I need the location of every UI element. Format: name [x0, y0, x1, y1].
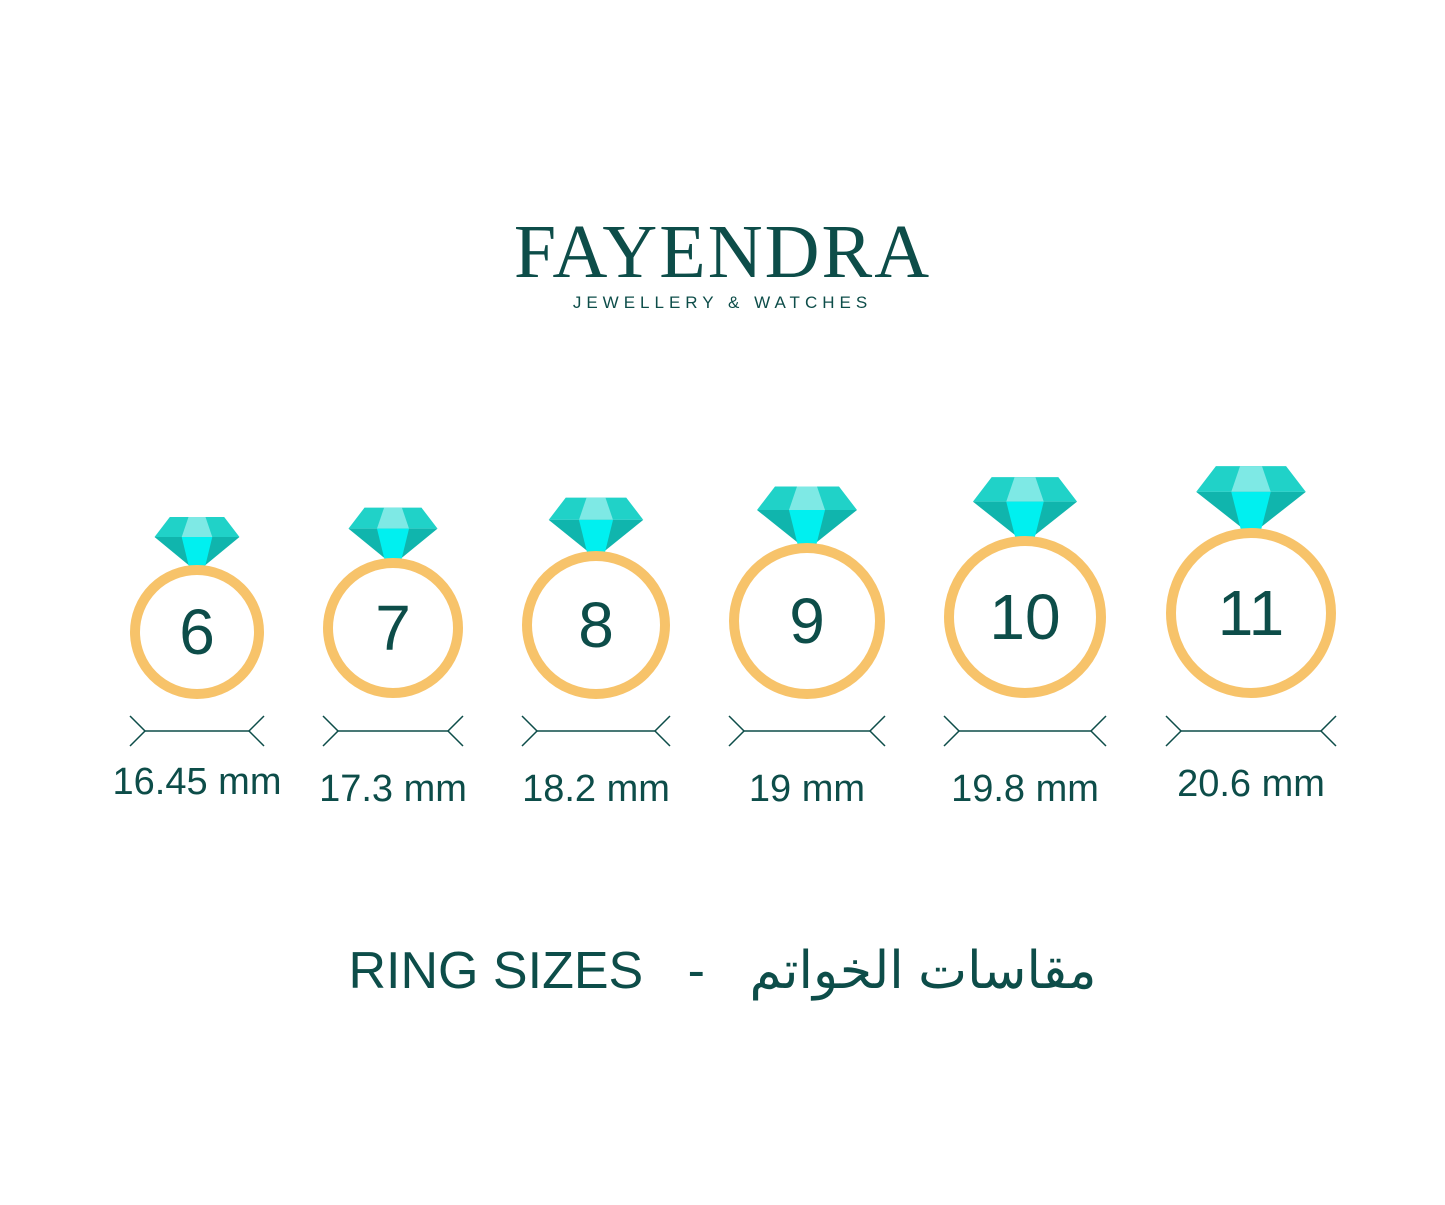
gem-table [376, 507, 410, 529]
ring-size-number: 7 [375, 592, 411, 664]
measure-arrow-icon [728, 715, 886, 747]
measure-right-cap [1319, 715, 1337, 747]
diameter-label: 17.3 mm [319, 768, 467, 810]
measure-arrow-icon [943, 715, 1107, 747]
diameter-label: 18.2 mm [522, 768, 670, 810]
gem-center [578, 519, 614, 558]
ring-size-number: 8 [578, 589, 614, 661]
ring-band [944, 536, 1106, 698]
gem-icon [348, 507, 438, 565]
ring-size-number: 6 [179, 596, 215, 668]
ring-11: 11 [1165, 466, 1337, 747]
brand-logo-name: FAYENDRA [513, 210, 932, 294]
measure-arrow-icon [322, 715, 464, 747]
gem-table [578, 497, 614, 520]
gem-table [1006, 477, 1044, 502]
ring-7: 7 [322, 507, 464, 747]
measure-arrow-icon [1165, 715, 1337, 747]
gem-table [788, 486, 826, 511]
measure-left-cap [1165, 715, 1183, 747]
ring-band [323, 558, 463, 698]
ring-8: 8 [521, 497, 671, 747]
measure-left-cap [129, 715, 147, 747]
diameter-label: 16.45 mm [112, 761, 282, 803]
measure-right-cap [446, 715, 464, 747]
gem-icon [972, 477, 1078, 543]
gem-center [376, 528, 410, 565]
measure-right-cap [1089, 715, 1107, 747]
ring-9: 9 [728, 486, 886, 747]
title-separator: - [687, 942, 705, 1001]
ring-size-number: 11 [1218, 577, 1284, 649]
gem-icon [548, 497, 644, 558]
title-arabic: مقاسات الخواتم [749, 942, 1097, 1001]
measure-left-cap [521, 715, 539, 747]
measure-arrow-icon [129, 715, 265, 747]
gem-center [1006, 501, 1044, 543]
gem-table [181, 517, 213, 537]
measure-left-cap [322, 715, 340, 747]
measure-left-cap [943, 715, 961, 747]
measure-left-cap [728, 715, 746, 747]
diameter-label: 19 mm [748, 768, 866, 810]
ring-band [729, 543, 885, 699]
gem-table [1231, 466, 1271, 492]
ring-band [1166, 528, 1336, 698]
gem-center [788, 510, 826, 550]
gem-icon [1196, 466, 1306, 535]
ring-10: 10 [943, 477, 1107, 747]
diameter-label: 20.6 mm [1177, 763, 1325, 805]
gem-icon [154, 517, 240, 572]
ring-size-number: 9 [789, 585, 825, 657]
ring-band [130, 565, 264, 699]
ring-6: 6 [129, 517, 265, 747]
ring-band [522, 551, 670, 699]
gem-icon [756, 486, 858, 550]
diameter-label: 19.8 mm [951, 768, 1099, 810]
title-english: RING SIZES [348, 942, 644, 1001]
brand-tagline: JEWELLERY & WATCHES [572, 293, 873, 312]
footer-title: RING SIZES - مقاسات الخواتم [0, 938, 1445, 1001]
ring-size-number: 10 [989, 581, 1060, 653]
measure-right-cap [247, 715, 265, 747]
measure-right-cap [653, 715, 671, 747]
gem-center [1231, 491, 1271, 535]
gem-center [181, 537, 213, 572]
measure-arrow-icon [521, 715, 671, 747]
measure-right-cap [868, 715, 886, 747]
